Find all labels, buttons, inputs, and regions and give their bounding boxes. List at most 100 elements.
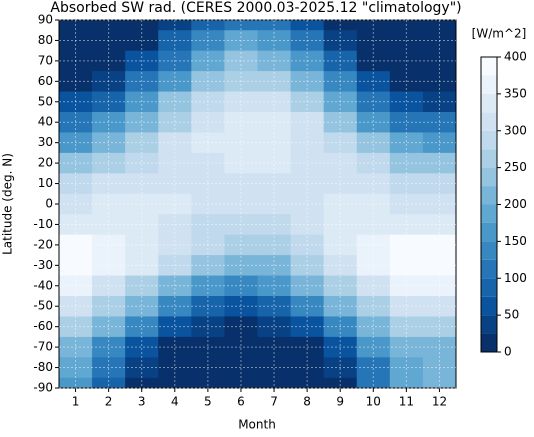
y-tick-label: -60 <box>33 319 53 333</box>
field-cell <box>389 275 424 297</box>
field-cell <box>323 377 358 388</box>
field-cell <box>257 20 292 31</box>
colorbar-band <box>481 259 497 279</box>
y-tick-label: 10 <box>38 176 53 190</box>
field-cell <box>323 234 358 256</box>
field-cell <box>59 193 93 215</box>
field-cell <box>125 316 159 338</box>
field-cell <box>158 91 192 113</box>
field-cell <box>323 316 358 338</box>
field-cell <box>158 50 192 72</box>
field-cell <box>224 112 259 134</box>
x-tick-label: 10 <box>366 395 381 409</box>
colorbar-band <box>481 204 497 223</box>
field-cell <box>158 296 192 318</box>
field-cell <box>257 50 292 72</box>
colorbar-tick-label: 100 <box>504 271 527 285</box>
colorbar-tick-label: 350 <box>504 86 527 100</box>
field-cell <box>224 173 259 195</box>
field-cell <box>158 336 192 358</box>
field-cell <box>224 234 259 256</box>
field-cell <box>323 214 358 236</box>
field-cell <box>224 193 259 215</box>
field-cell <box>323 30 358 52</box>
field-cell <box>356 336 391 358</box>
y-tick-label: -20 <box>33 237 53 251</box>
field-cell <box>389 377 424 388</box>
field-cell <box>125 296 159 318</box>
field-cell <box>290 275 325 297</box>
field-cell <box>224 275 259 297</box>
field-cell <box>191 91 226 113</box>
field-cell <box>257 173 292 195</box>
field-cell <box>125 71 159 93</box>
field-cell <box>356 112 391 134</box>
field-cell <box>125 20 159 31</box>
field-cell <box>158 71 192 93</box>
field-cell <box>323 132 358 154</box>
field-cell <box>422 214 456 236</box>
x-tick-label: 1 <box>72 395 80 409</box>
field-cell <box>389 132 424 154</box>
field-cell <box>191 71 226 93</box>
y-tick-label: 20 <box>38 156 53 170</box>
colorbar-band <box>481 241 497 260</box>
colorbar-tick-label: 50 <box>504 308 519 322</box>
field-cell <box>422 152 456 174</box>
field-cell <box>290 50 325 72</box>
field-cell <box>224 132 259 154</box>
field-cell <box>257 296 292 318</box>
y-tick-label: 70 <box>38 53 53 67</box>
field-cell <box>290 336 325 358</box>
field-cell <box>422 296 456 318</box>
field-cell <box>323 71 358 93</box>
field-cell <box>59 275 93 297</box>
field-cell <box>92 71 126 93</box>
y-tick-label: -40 <box>33 278 53 292</box>
colorbar-tick-label: 150 <box>504 234 527 248</box>
field-cell <box>257 316 292 338</box>
field-cell <box>257 357 292 379</box>
y-tick-label: -90 <box>33 381 53 395</box>
y-tick-label: -80 <box>33 360 53 374</box>
field-cell <box>158 30 192 52</box>
field-cell <box>389 20 424 31</box>
field-cell <box>323 112 358 134</box>
colorbar-band <box>481 222 497 242</box>
field-cell <box>191 50 226 72</box>
field-cell <box>224 152 259 174</box>
colorbar-tick-label: 400 <box>504 50 527 64</box>
field-cell <box>356 193 391 215</box>
field-cell <box>422 336 456 358</box>
field-cell <box>59 234 93 256</box>
field-cell <box>92 214 126 236</box>
x-tick-label: 2 <box>105 395 113 409</box>
field-cell <box>389 336 424 358</box>
field <box>59 20 456 388</box>
field-cell <box>224 255 259 277</box>
field-cell <box>257 377 292 388</box>
field-cell <box>422 20 456 31</box>
field-cell <box>356 357 391 379</box>
field-cell <box>158 112 192 134</box>
y-tick-label: 0 <box>45 197 53 211</box>
x-axis-label: Month <box>238 418 276 432</box>
field-cell <box>389 91 424 113</box>
colorbar-band <box>481 333 497 352</box>
field-cell <box>323 91 358 113</box>
field-cell <box>59 152 93 174</box>
colorbar-band <box>481 93 497 113</box>
colorbar-band <box>481 186 497 205</box>
colorbar-band <box>481 57 497 76</box>
field-cell <box>191 112 226 134</box>
colorbar-band <box>481 75 497 94</box>
field-cell <box>125 234 159 256</box>
field-cell <box>389 112 424 134</box>
field-cell <box>356 214 391 236</box>
field-cell <box>59 91 93 113</box>
x-tick-label: 6 <box>237 395 245 409</box>
field-cell <box>92 234 126 256</box>
field-cell <box>191 296 226 318</box>
field-cell <box>125 50 159 72</box>
field-cell <box>356 255 391 277</box>
